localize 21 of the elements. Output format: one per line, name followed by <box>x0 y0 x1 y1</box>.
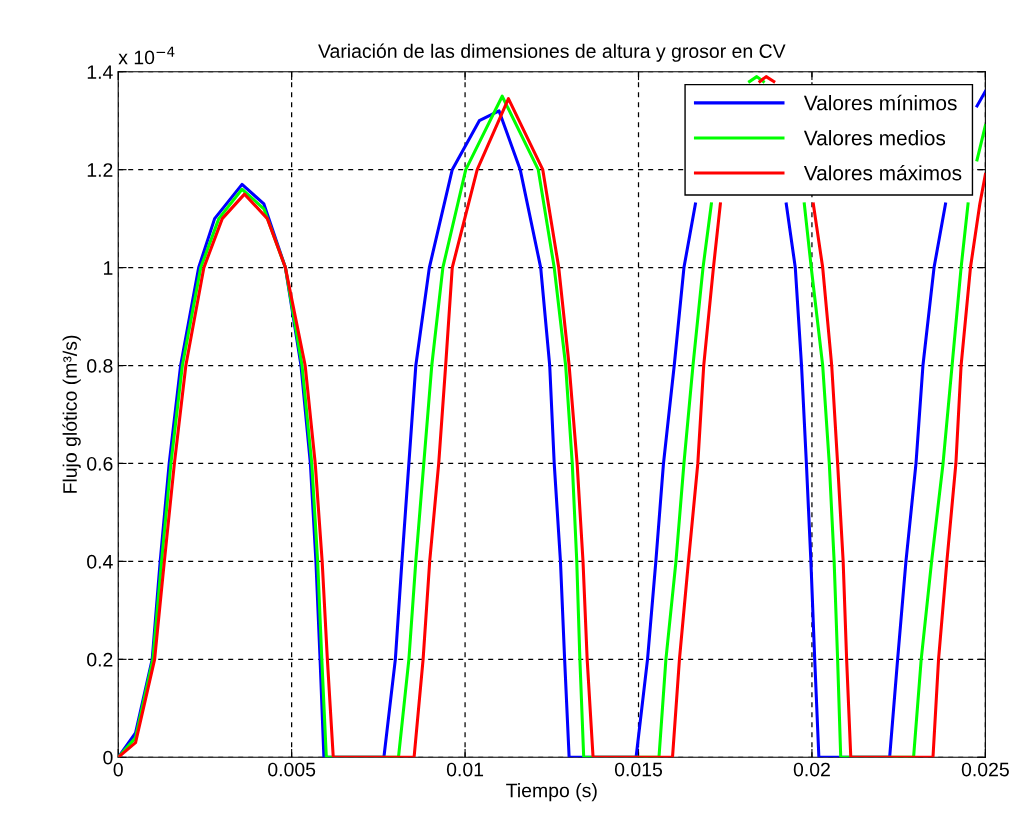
y-tick-label: 0.2 <box>87 652 113 667</box>
y-axis-title: Flujo glótico (m³/s) <box>62 335 81 493</box>
x-tick-label: 0.01 <box>446 762 484 777</box>
y-tick-label: 1.2 <box>87 163 113 177</box>
text: x 10$^{−4}$ <box>118 46 175 65</box>
y-tick-label: 0.4 <box>87 554 113 569</box>
x-axis-title: Tiempo (s) <box>506 783 597 802</box>
y-tick-label: 0 <box>103 750 113 765</box>
x-tick-label: 0 <box>113 762 123 777</box>
legend-label: Valores máximos <box>803 164 962 181</box>
x-tick-label: 0.02 <box>793 762 830 777</box>
x-tick-label: 0.005 <box>268 762 316 777</box>
y-tick-label: 0.8 <box>87 359 113 373</box>
y-tick-label: 1 <box>104 261 113 275</box>
legend-label: Valores medios <box>803 130 946 146</box>
x-tick-label: 0.025 <box>961 762 1009 777</box>
y-tick-label: 1.4 <box>87 65 113 79</box>
y-tick-label: 0.6 <box>87 456 113 471</box>
chart-title: Variación de las dimensiones de altura y grosor en CV <box>318 43 786 62</box>
x-tick-label: 0.015 <box>614 762 663 777</box>
legend-label: Valores mínimos <box>803 94 957 111</box>
